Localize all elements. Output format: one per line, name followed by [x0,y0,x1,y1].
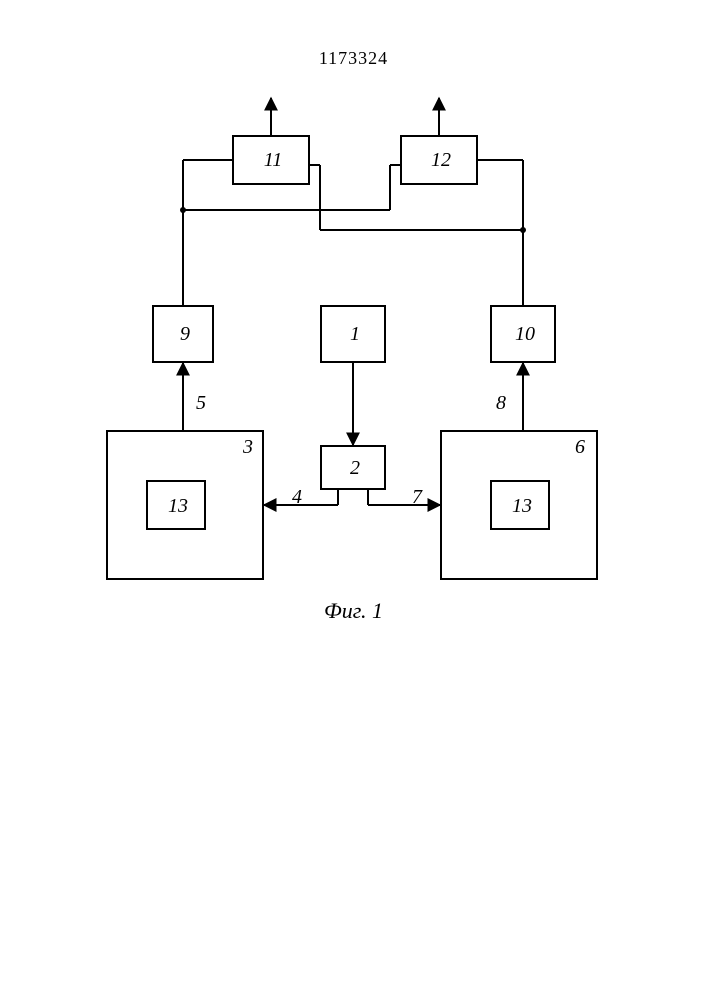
block-6-label: 6 [570,436,590,459]
figure-caption: Фиг. 1 [0,598,707,624]
block-13-right: 13 [490,480,550,530]
block-1: 1 [320,305,386,363]
block-12: 12 [400,135,478,185]
block-9: 9 [152,305,214,363]
block-12-label: 12 [402,149,480,172]
wire-label-8: 8 [492,392,510,415]
block-9-label: 9 [154,323,216,346]
junction-right [520,227,526,233]
page: 1173324 11 12 9 1 10 2 3 13 6 13 4 5 7 8… [0,0,707,1000]
block-13-right-label: 13 [492,495,552,518]
document-number: 1173324 [0,48,707,69]
block-1-label: 1 [322,323,388,346]
block-10: 10 [490,305,556,363]
block-2: 2 [320,445,386,490]
wire-label-5: 5 [192,392,210,415]
block-11-label: 11 [234,149,312,172]
junction-left [180,207,186,213]
block-2-label: 2 [322,457,388,480]
block-3-label: 3 [238,436,258,459]
block-10-label: 10 [492,323,558,346]
block-13-left: 13 [146,480,206,530]
block-13-left-label: 13 [148,495,208,518]
wire-label-4: 4 [288,486,306,509]
block-11: 11 [232,135,310,185]
wire-label-7: 7 [408,486,426,509]
